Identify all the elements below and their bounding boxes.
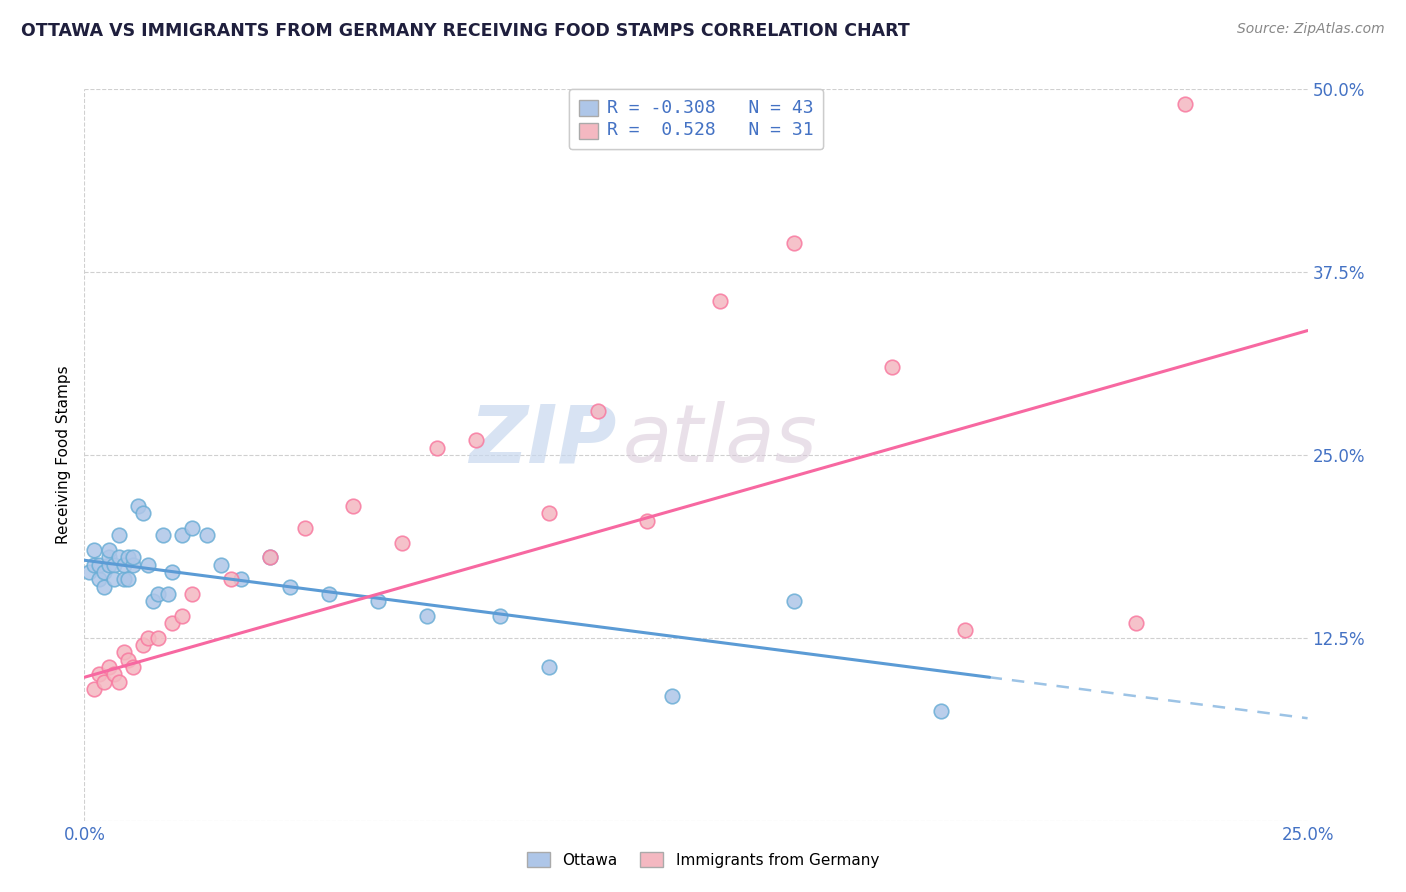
Point bbox=[122, 558, 145, 572]
Point bbox=[464, 434, 486, 448]
Point bbox=[318, 587, 340, 601]
Point bbox=[97, 550, 120, 565]
Point bbox=[709, 294, 731, 309]
Point bbox=[783, 594, 806, 608]
Point bbox=[538, 660, 561, 674]
Point bbox=[229, 572, 252, 586]
Point bbox=[1174, 96, 1197, 111]
Point bbox=[83, 558, 105, 572]
Point bbox=[87, 558, 110, 572]
Point bbox=[391, 535, 413, 549]
Point bbox=[87, 572, 110, 586]
Point bbox=[538, 507, 561, 521]
Point bbox=[97, 543, 120, 558]
Text: ZIP: ZIP bbox=[470, 401, 616, 479]
Text: OTTAWA VS IMMIGRANTS FROM GERMANY RECEIVING FOOD STAMPS CORRELATION CHART: OTTAWA VS IMMIGRANTS FROM GERMANY RECEIV… bbox=[21, 22, 910, 40]
Point bbox=[259, 550, 281, 565]
Point bbox=[880, 360, 903, 375]
Point bbox=[342, 499, 364, 513]
Point bbox=[146, 631, 169, 645]
Point bbox=[636, 514, 658, 528]
Point bbox=[122, 660, 145, 674]
Point bbox=[93, 580, 115, 594]
Point bbox=[103, 558, 125, 572]
Point bbox=[278, 580, 301, 594]
Point bbox=[181, 521, 204, 535]
Point bbox=[103, 572, 125, 586]
Point bbox=[489, 608, 512, 623]
Y-axis label: Receiving Food Stamps: Receiving Food Stamps bbox=[56, 366, 72, 544]
Point bbox=[93, 565, 115, 579]
Point bbox=[112, 572, 135, 586]
Point bbox=[152, 528, 174, 542]
Point bbox=[162, 565, 184, 579]
Point bbox=[162, 616, 184, 631]
Point bbox=[122, 550, 145, 565]
Point bbox=[783, 235, 806, 250]
Point bbox=[107, 528, 129, 542]
Point bbox=[83, 543, 105, 558]
Legend: Ottawa, Immigrants from Germany: Ottawa, Immigrants from Germany bbox=[519, 844, 887, 875]
Point bbox=[416, 608, 439, 623]
Point bbox=[294, 521, 316, 535]
Point bbox=[136, 631, 159, 645]
Point bbox=[127, 499, 149, 513]
Point bbox=[107, 550, 129, 565]
Point bbox=[77, 565, 100, 579]
Point bbox=[132, 507, 155, 521]
Point bbox=[1125, 616, 1147, 631]
Point bbox=[136, 558, 159, 572]
Point bbox=[426, 441, 449, 455]
Point bbox=[87, 667, 110, 681]
Point bbox=[661, 690, 683, 704]
Point bbox=[259, 550, 281, 565]
Point bbox=[181, 587, 204, 601]
Point bbox=[195, 528, 218, 542]
Point bbox=[172, 528, 194, 542]
Point bbox=[156, 587, 179, 601]
Point bbox=[586, 404, 609, 418]
Point bbox=[112, 558, 135, 572]
Point bbox=[132, 638, 155, 652]
Point bbox=[219, 572, 242, 586]
Text: atlas: atlas bbox=[623, 401, 817, 479]
Point bbox=[117, 550, 139, 565]
Point bbox=[929, 704, 952, 718]
Point bbox=[209, 558, 232, 572]
Point bbox=[367, 594, 389, 608]
Point bbox=[953, 624, 976, 638]
Point bbox=[117, 653, 139, 667]
Point bbox=[146, 587, 169, 601]
Point bbox=[83, 681, 105, 696]
Point bbox=[103, 667, 125, 681]
Point bbox=[117, 572, 139, 586]
Legend: R = -0.308   N = 43, R =  0.528   N = 31: R = -0.308 N = 43, R = 0.528 N = 31 bbox=[569, 89, 823, 149]
Point bbox=[93, 674, 115, 689]
Point bbox=[112, 645, 135, 659]
Point bbox=[107, 674, 129, 689]
Text: Source: ZipAtlas.com: Source: ZipAtlas.com bbox=[1237, 22, 1385, 37]
Point bbox=[172, 608, 194, 623]
Point bbox=[142, 594, 165, 608]
Point bbox=[97, 660, 120, 674]
Point bbox=[97, 558, 120, 572]
